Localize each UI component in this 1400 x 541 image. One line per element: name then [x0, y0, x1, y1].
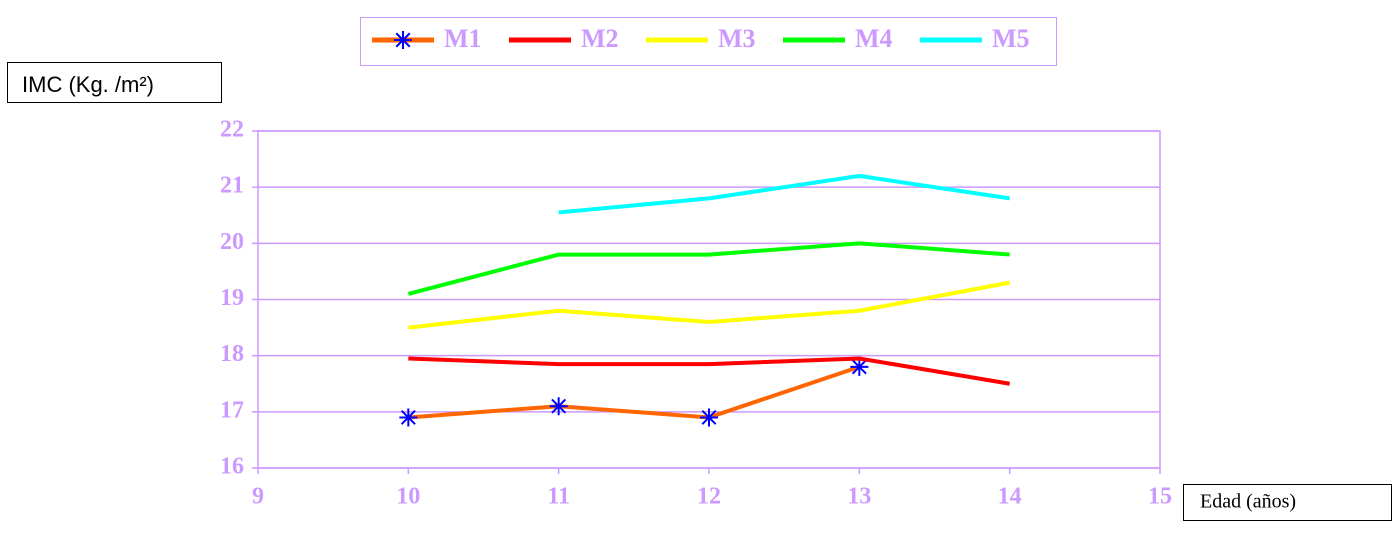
x-tick-label: 9 [252, 484, 264, 510]
y-tick-label: 18 [220, 341, 244, 367]
marker [394, 31, 412, 49]
y-tick-label: 16 [220, 454, 244, 480]
y-tick-label: 19 [220, 285, 244, 311]
marker [850, 357, 869, 376]
x-tick-label: 10 [396, 484, 420, 510]
legend-label: M1 [444, 24, 482, 53]
y-label-box [7, 62, 222, 103]
legend-label: M4 [855, 24, 893, 53]
legend-label: M3 [718, 24, 756, 53]
legend-label: M2 [581, 24, 619, 53]
marker [549, 397, 568, 416]
marker [700, 408, 718, 427]
x-tick-label: 11 [547, 484, 570, 510]
marker [399, 408, 418, 427]
x-label-box [1183, 484, 1392, 521]
x-tick-label: 15 [1148, 484, 1172, 510]
x-tick-label: 13 [847, 484, 871, 510]
y-tick-label: 20 [220, 229, 244, 255]
x-axis-label: Edad (años) [1200, 491, 1296, 513]
y-tick-label: 22 [220, 117, 244, 143]
series-line [407, 241, 1010, 296]
y-tick-label: 17 [220, 397, 244, 423]
x-tick-label: 12 [697, 484, 721, 510]
y-axis-label: IMC (Kg. /m²) [22, 72, 154, 97]
series-line [408, 280, 1011, 330]
series-line [408, 356, 1011, 386]
series-line [558, 173, 1010, 215]
legend-label: M5 [992, 24, 1030, 53]
y-tick-label: 21 [220, 173, 244, 199]
x-tick-label: 14 [998, 484, 1022, 510]
series-line [408, 365, 860, 420]
